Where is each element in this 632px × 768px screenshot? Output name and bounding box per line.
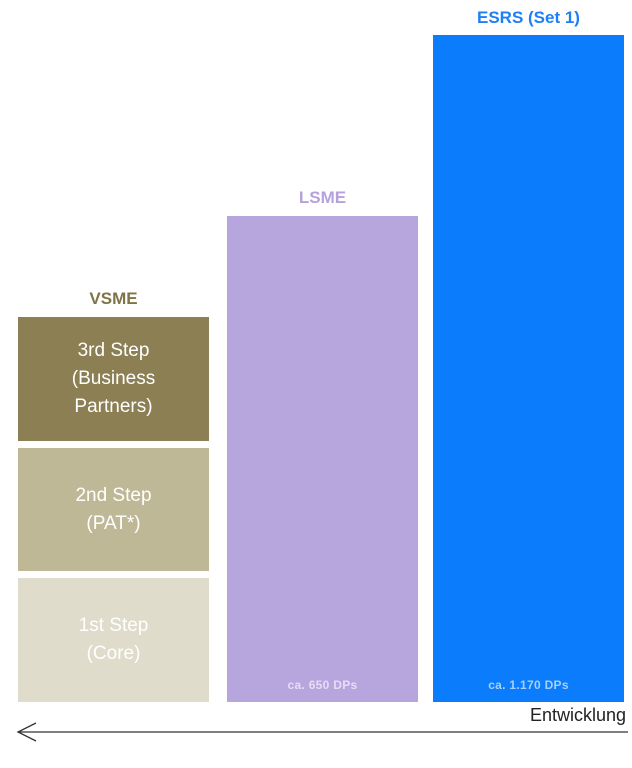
vsme-step-2: 2nd Step (PAT*) (18, 448, 209, 571)
esrs-bar: ca. 1.170 DPs (433, 35, 624, 702)
lsme-title: LSME (298, 188, 347, 207)
esrs-dp-label: ca. 1.170 DPs (488, 678, 569, 692)
lsme-dp-label: ca. 650 DPs (287, 678, 358, 692)
vsme-step-1: 1st Step (Core) (18, 578, 209, 702)
esrs-title: ESRS (Set 1) (477, 8, 580, 27)
vsme-step-1-label: 1st Step (Core) (78, 615, 149, 664)
lsme-bar: ca. 650 DPs (227, 216, 418, 702)
vsme-title: VSME (89, 289, 138, 308)
left-arrow-icon (16, 722, 628, 742)
vsme-step-3-label: 3rd Step (Business Partners) (71, 340, 156, 417)
arrow-label: Entwicklung (529, 705, 626, 725)
vsme-step-3: 3rd Step (Business Partners) (18, 317, 209, 441)
vsme-step-2-label: 2nd Step (PAT*) (75, 484, 152, 534)
